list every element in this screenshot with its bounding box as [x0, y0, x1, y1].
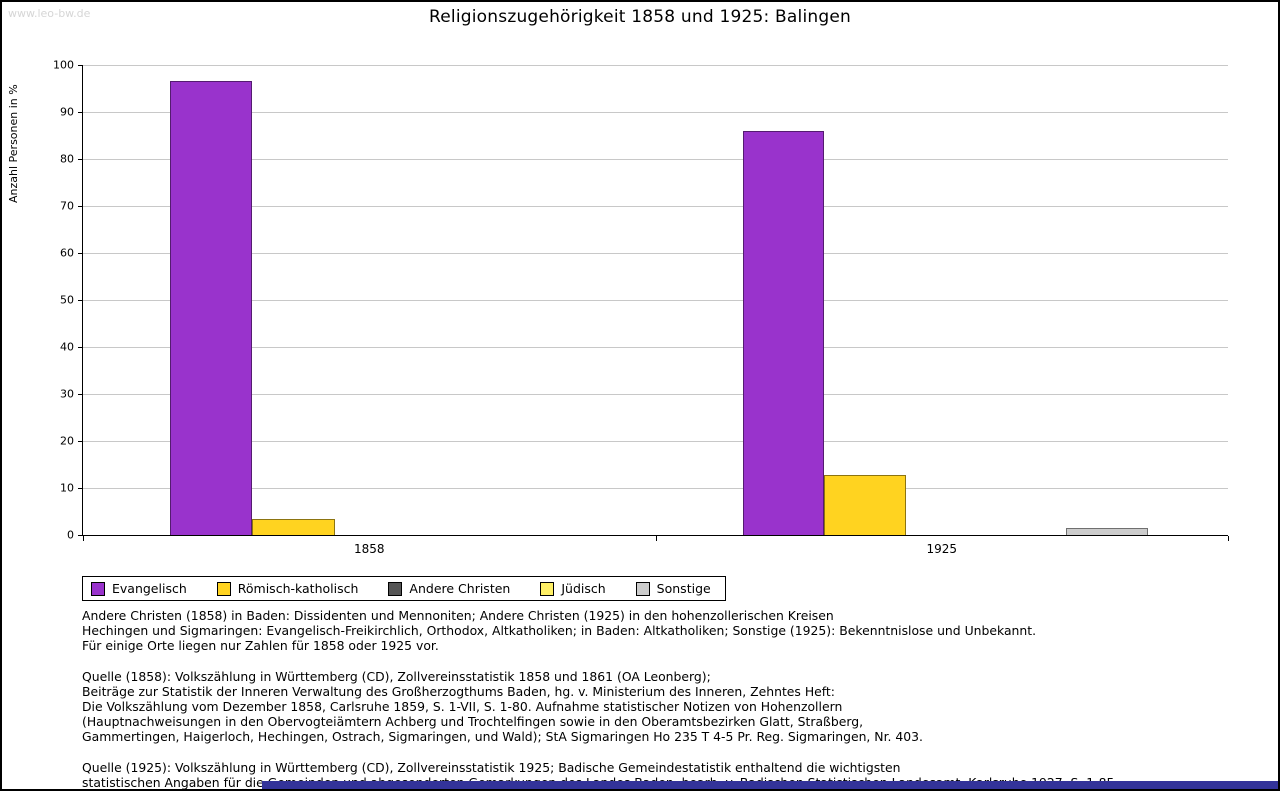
y-tick-mark	[78, 65, 83, 66]
legend-label-sonstige: Sonstige	[656, 581, 711, 596]
note-quelle-1858: Quelle (1858): Volkszählung in Württembe…	[82, 668, 923, 745]
bar-r-misch-katholisch-1858	[252, 519, 335, 535]
y-tick-mark	[78, 535, 83, 536]
y-tick-mark	[78, 441, 83, 442]
legend-label-r-misch-katholisch: Römisch-katholisch	[237, 581, 359, 596]
gridline	[83, 159, 1228, 160]
bar-r-misch-katholisch-1925	[824, 474, 907, 535]
y-tick-mark	[78, 253, 83, 254]
legend-swatch-evangelisch	[91, 581, 105, 596]
legend-swatch-j-disch	[540, 581, 555, 596]
x-tick-mark	[655, 536, 657, 541]
gridline	[83, 206, 1228, 207]
chart-title: Religionszugehörigkeit 1858 und 1925: Ba…	[429, 7, 851, 27]
y-tick-label: 60	[60, 246, 74, 260]
legend-item-j-disch: Jüdisch	[540, 581, 606, 596]
x-tick-mark	[1228, 536, 1229, 541]
gridline	[83, 112, 1228, 113]
bar-evangelisch-1925	[742, 130, 825, 535]
y-tick-mark	[78, 347, 83, 348]
legend-item-r-misch-katholisch: Römisch-katholisch	[216, 581, 359, 596]
bars-1925	[742, 65, 1148, 535]
gridline	[83, 441, 1228, 442]
legend-item-sonstige: Sonstige	[635, 581, 711, 596]
y-tick-mark	[78, 206, 83, 207]
y-tick-label: 70	[60, 199, 74, 213]
x-tick-mark	[83, 536, 84, 541]
y-tick-label: 50	[60, 293, 74, 307]
legend-item-evangelisch: Evangelisch	[91, 581, 187, 596]
y-tick-label: 10	[60, 481, 74, 495]
gridline	[83, 300, 1228, 301]
y-tick-label: 20	[60, 434, 74, 448]
bar-group-1925	[656, 65, 1229, 535]
y-tick-mark	[78, 300, 83, 301]
legend-swatch-andere-christen	[388, 581, 403, 596]
bars-1858	[170, 65, 575, 535]
legend-label-andere-christen: Andere Christen	[409, 581, 511, 596]
y-tick-label: 0	[67, 528, 74, 542]
y-axis-title: Anzahl Personen in %	[7, 84, 20, 203]
plot-area: 0 10 20 30 40 50 60 70 80 90 100 1858 1925	[53, 59, 1229, 556]
bar-group-1858	[83, 65, 656, 535]
y-tick-label: 30	[60, 387, 74, 401]
gridline	[83, 347, 1228, 348]
legend-swatch-r-misch-katholisch	[216, 581, 231, 596]
y-tick-mark	[78, 159, 83, 160]
bar-sonstige-1925	[1065, 528, 1148, 535]
y-tick-mark	[78, 112, 83, 113]
x-axis-label-1925: 1925	[926, 542, 958, 556]
y-tick-label: 40	[60, 340, 74, 354]
note-definitions: Andere Christen (1858) in Baden: Disside…	[82, 608, 1037, 654]
watermark: www.leo-bw.de	[8, 7, 91, 20]
legend-label-j-disch: Jüdisch	[561, 581, 606, 596]
footer-bar	[262, 781, 1278, 789]
bar-evangelisch-1858	[170, 80, 253, 535]
x-axis-label-1858: 1858	[353, 542, 385, 556]
y-tick-mark	[78, 394, 83, 395]
gridline	[83, 488, 1228, 489]
legend-swatch-sonstige	[635, 581, 650, 596]
gridline	[83, 65, 1228, 66]
gridline	[83, 253, 1228, 254]
legend-label-evangelisch: Evangelisch	[112, 581, 187, 596]
y-tick-label: 90	[60, 105, 74, 119]
gridline	[83, 394, 1228, 395]
legend-item-andere-christen: Andere Christen	[388, 581, 510, 596]
legend: Evangelisch Römisch-katholisch Andere Chri…	[82, 576, 726, 601]
footnotes: Andere Christen (1858) in Baden: Disside…	[82, 608, 1238, 789]
y-tick-label: 80	[60, 152, 74, 166]
y-tick-label: 100	[53, 58, 74, 72]
y-tick-mark	[78, 488, 83, 489]
